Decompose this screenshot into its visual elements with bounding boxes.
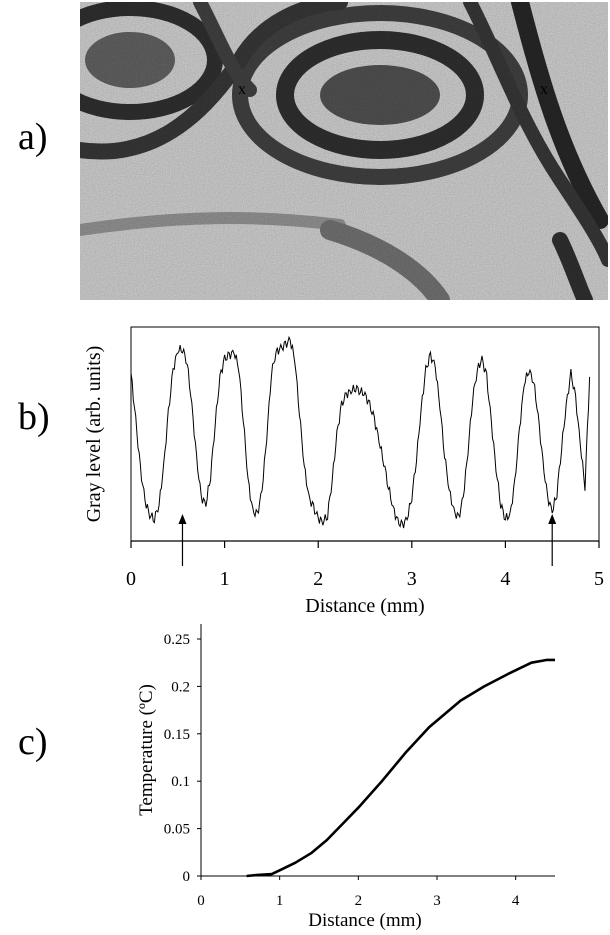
chart-c-y-tick-label: 0.1: [171, 774, 190, 790]
panel-b-label: b): [18, 396, 50, 438]
chart-c-y-tick-label: 0.05: [164, 822, 190, 838]
gray-level-chart: 0 1 2 3 4 5 Distance (mm) Gray level (arb. un…: [83, 326, 604, 617]
chart-b-series-line: [130, 335, 591, 529]
chart-c-y-tick-label: 0.25: [164, 632, 190, 648]
interferogram-image: x x: [80, 2, 608, 300]
chart-b-x-tick-label: 3: [407, 568, 417, 590]
chart-b-y-label: Gray level (arb. units): [83, 346, 105, 523]
chart-c-x-tick-label: 4: [512, 893, 520, 909]
chart-c-y-tick-label: 0.2: [171, 679, 190, 695]
panel-a-label: a): [18, 116, 48, 158]
chart-b-x-label: Distance (mm): [305, 595, 424, 617]
chart-b-x-tick-label: 4: [500, 568, 510, 590]
position-arrow: [178, 514, 187, 566]
chart-c-series-line: [246, 658, 555, 878]
marker-x-right: x: [540, 81, 548, 98]
chart-c-y-tick-label: 0: [183, 869, 191, 885]
temperature-chart: 0 1 2 3 4 0 0.05 0.1 0.15 0.2 0.25 Distance (mm) T…: [136, 624, 555, 931]
chart-c-x-label: Distance (mm): [308, 910, 421, 931]
chart-c-x-tick-label: 3: [433, 893, 441, 909]
chart-c-x-tick-label: 2: [355, 893, 363, 909]
chart-b-frame: [130, 326, 600, 542]
chart-b-x-tick-label: 1: [220, 568, 230, 590]
chart-c-y-tick-label: 0.15: [164, 727, 190, 743]
chart-b-x-tick-label: 0: [126, 568, 136, 590]
chart-b-x-tick-label: 5: [594, 568, 604, 590]
chart-b-x-tick-label: 2: [313, 568, 323, 590]
chart-c-x-tick-label: 1: [276, 893, 284, 909]
chart-c-x-tick-label: 0: [197, 893, 205, 909]
panel-c-label: c): [18, 721, 48, 763]
chart-c-y-label: Temperature (ºC): [136, 684, 157, 816]
position-arrow: [548, 514, 557, 566]
marker-x-left: x: [238, 81, 246, 98]
